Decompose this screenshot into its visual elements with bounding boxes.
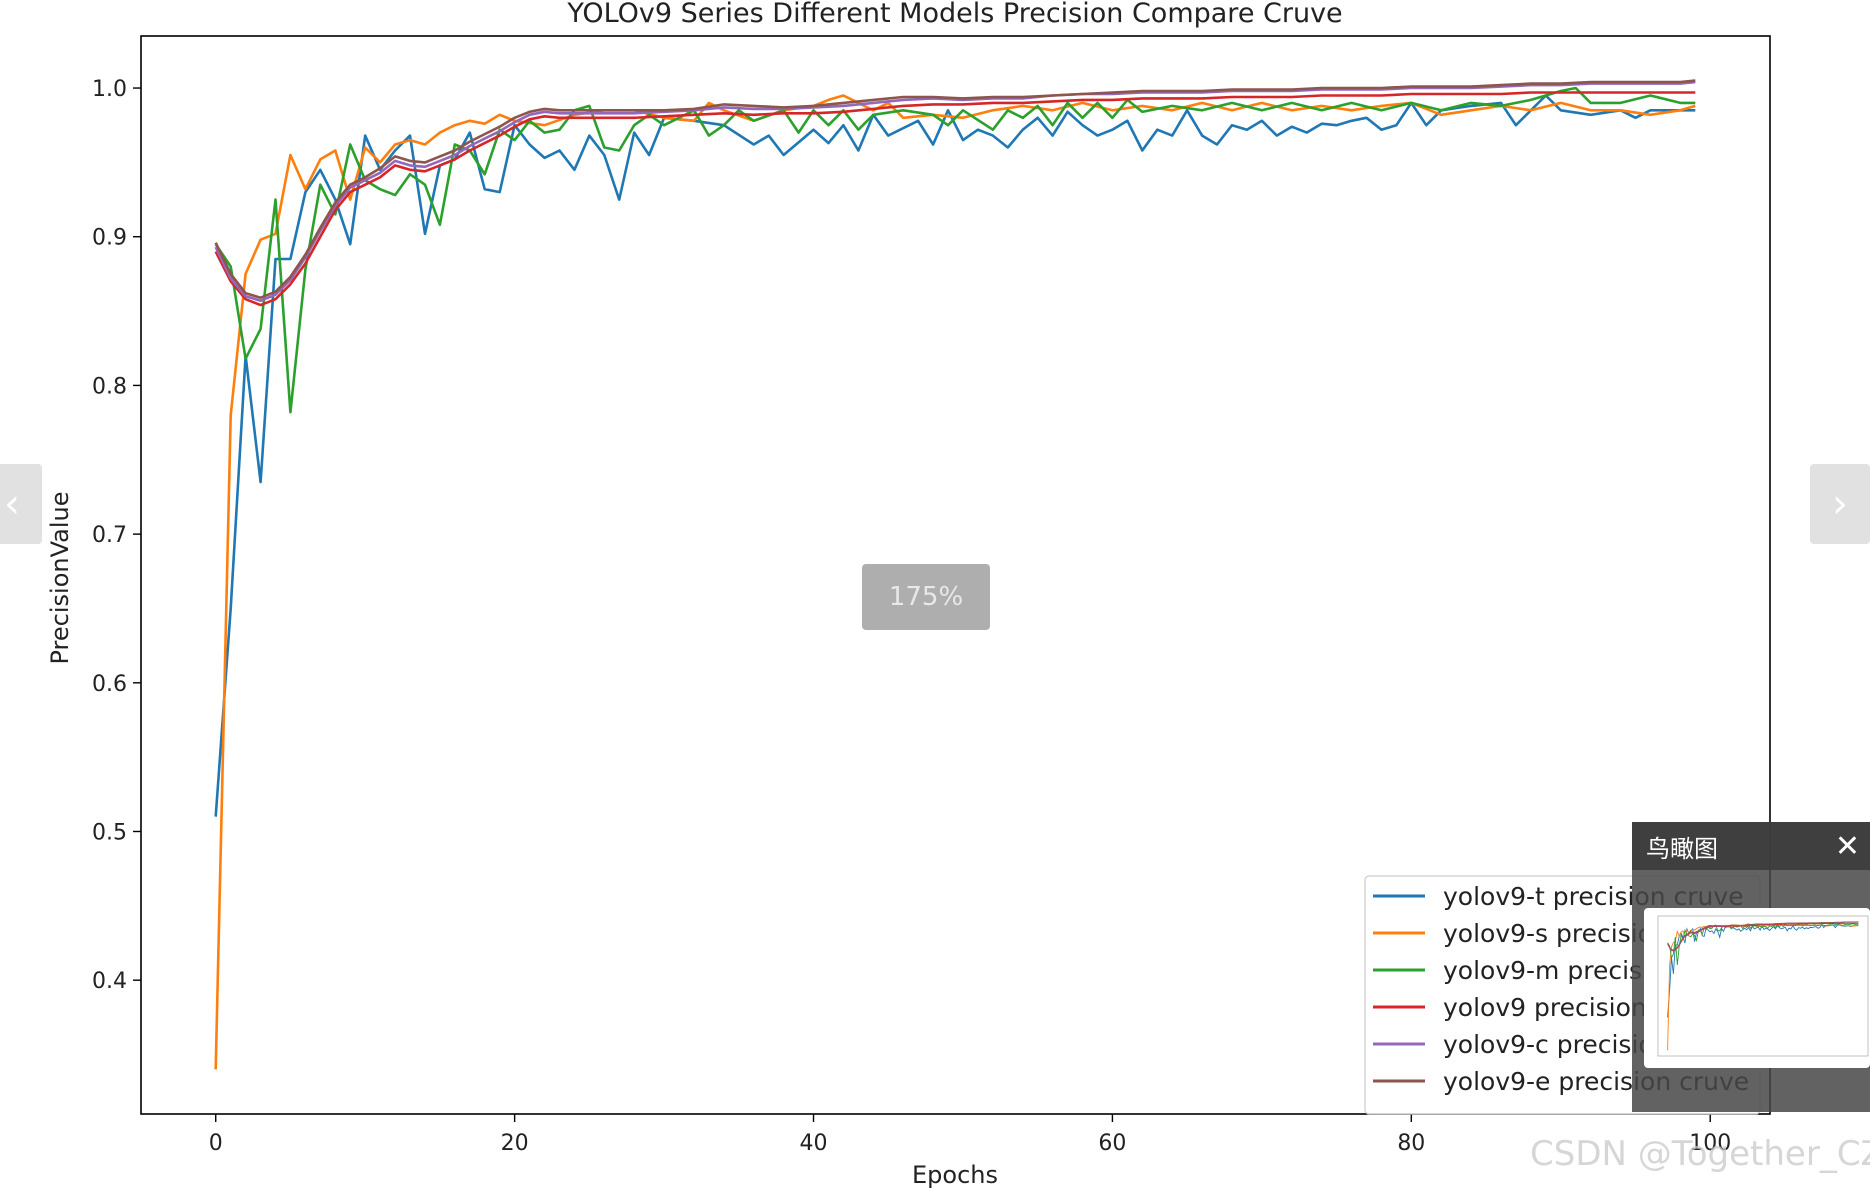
thumbnail-chart bbox=[1657, 915, 1869, 1057]
thumbnail-frame bbox=[1657, 915, 1869, 1057]
thumbnail-series-2 bbox=[1667, 923, 1859, 1051]
chevron-left-icon: ‹ bbox=[4, 481, 20, 527]
x-axis: 0 20 40 60 80 100 bbox=[209, 1114, 1731, 1156]
chart-title: YOLOv9 Series Different Models Precision… bbox=[566, 0, 1342, 29]
close-icon[interactable]: ✕ bbox=[1834, 828, 1860, 864]
y-tick-label: 1.0 bbox=[92, 77, 127, 102]
series-line-4 bbox=[214, 91, 1696, 307]
series-line-2 bbox=[214, 94, 1696, 1070]
x-tick-label: 100 bbox=[1689, 1131, 1731, 1156]
prev-image-button[interactable]: ‹ bbox=[0, 464, 42, 544]
next-image-button[interactable]: › bbox=[1810, 464, 1870, 544]
series-line-3 bbox=[214, 86, 1696, 414]
series-line-5 bbox=[214, 80, 1696, 302]
y-axis-label: PrecisionValue bbox=[46, 492, 74, 665]
x-tick-label: 20 bbox=[501, 1131, 529, 1156]
series-line-6 bbox=[214, 79, 1696, 299]
y-tick-label: 0.9 bbox=[92, 226, 127, 251]
birdseye-thumbnail[interactable] bbox=[1644, 908, 1870, 1068]
y-tick-label: 0.5 bbox=[92, 820, 127, 845]
thumbnail-series-6 bbox=[1667, 921, 1859, 951]
x-axis-label: Epochs bbox=[912, 1161, 998, 1188]
watermark: CSDN @Together_CZ bbox=[1530, 1134, 1870, 1174]
x-tick-label: 40 bbox=[800, 1131, 828, 1156]
thumbnail-series-1 bbox=[1667, 923, 1859, 1018]
birdseye-header: 鸟瞰图 ✕ bbox=[1632, 822, 1870, 870]
series-lines bbox=[214, 79, 1696, 1070]
series-line-1 bbox=[214, 94, 1696, 817]
zoom-level-badge: 175% bbox=[862, 564, 990, 630]
x-tick-label: 0 bbox=[209, 1131, 223, 1156]
x-tick-label: 60 bbox=[1098, 1131, 1126, 1156]
thumbnail-series-3 bbox=[1667, 922, 1859, 965]
thumbnail-series-4 bbox=[1667, 922, 1859, 952]
birdseye-title: 鸟瞰图 bbox=[1646, 834, 1718, 863]
y-axis: 0.4 0.5 0.6 0.7 0.8 0.9 1.0 bbox=[92, 77, 141, 994]
plot-frame bbox=[140, 35, 1771, 1115]
y-tick-label: 0.8 bbox=[92, 374, 127, 399]
y-tick-label: 0.6 bbox=[92, 672, 127, 697]
x-tick-label: 80 bbox=[1397, 1131, 1425, 1156]
y-tick-label: 0.4 bbox=[92, 969, 127, 994]
y-tick-label: 0.7 bbox=[92, 523, 127, 548]
birdseye-panel[interactable]: 鸟瞰图 ✕ bbox=[1632, 822, 1870, 1112]
chevron-right-icon: › bbox=[1832, 481, 1848, 527]
